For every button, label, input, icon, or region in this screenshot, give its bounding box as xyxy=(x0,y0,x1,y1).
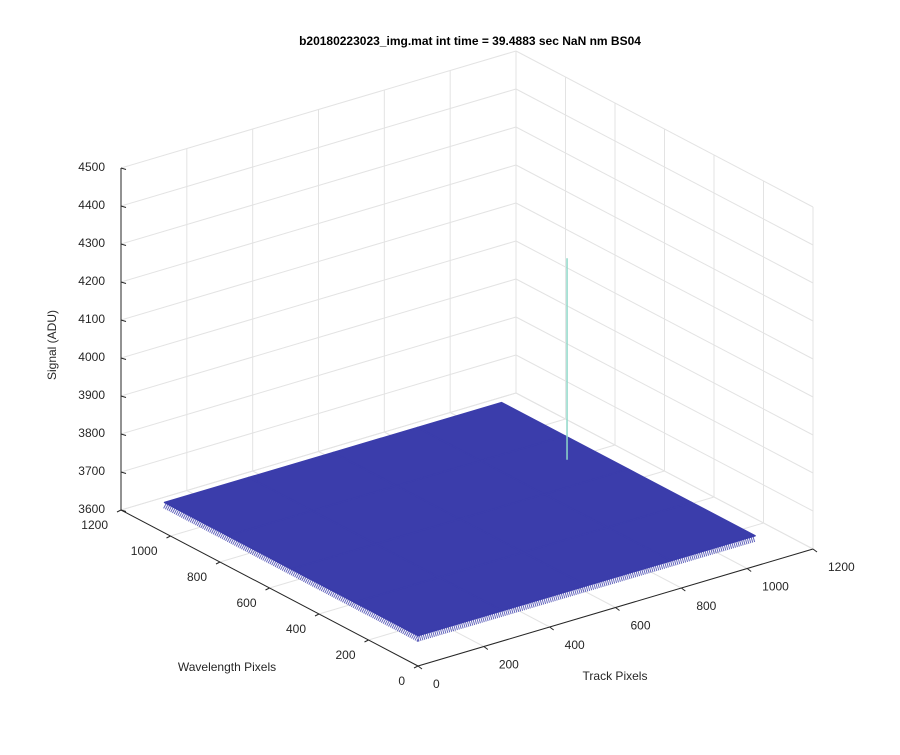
grid-line xyxy=(120,316,517,435)
z-tick-label: 4000 xyxy=(78,350,105,364)
x-tick-label: 400 xyxy=(565,638,585,652)
grid-line xyxy=(120,202,517,321)
grid-line xyxy=(120,354,517,473)
y-tick xyxy=(215,561,221,565)
z-tick xyxy=(120,167,127,170)
axes: 0 200 400 600 800 1000 1200 0 200 400 600 800 1000 12… xyxy=(78,160,855,691)
y-tick xyxy=(166,535,171,539)
grid-line xyxy=(120,392,517,511)
x-tick xyxy=(746,568,752,572)
y-tick-label: 0 xyxy=(398,674,405,688)
x-tick-label: 800 xyxy=(696,599,716,613)
z-tick xyxy=(120,471,127,474)
z-tick-label: 4400 xyxy=(78,198,105,212)
z-tick xyxy=(120,433,127,436)
x-axis xyxy=(417,548,814,667)
x-tick xyxy=(549,626,554,631)
z-tick xyxy=(120,319,127,322)
z-tick-label: 3600 xyxy=(78,502,105,516)
chart-title: b20180223023_img.mat int time = 39.4883 … xyxy=(299,34,641,48)
x-tick xyxy=(812,548,818,553)
x-tick-label: 600 xyxy=(631,619,651,633)
grid-line xyxy=(515,392,814,550)
y-tick-label: 800 xyxy=(187,570,207,584)
x-tick xyxy=(417,665,423,670)
y-tick-label: 200 xyxy=(335,648,355,662)
y-tick-label: 1200 xyxy=(81,518,108,532)
y-axis xyxy=(120,509,419,667)
y-tick xyxy=(116,509,122,513)
y-tick-label: 600 xyxy=(236,596,256,610)
grid-line xyxy=(515,316,814,474)
z-tick-label: 4300 xyxy=(78,236,105,250)
grid-line xyxy=(120,126,517,245)
z-tick-label: 4100 xyxy=(78,312,105,326)
y-tick xyxy=(364,639,369,643)
z-tick-label: 3900 xyxy=(78,388,105,402)
grid-line xyxy=(515,240,814,398)
y-tick-label: 1000 xyxy=(131,544,158,558)
x-tick-label: 200 xyxy=(499,658,519,672)
grid-line xyxy=(120,88,517,207)
grid-line xyxy=(515,50,814,208)
z-tick-label: 3700 xyxy=(78,464,105,478)
z-tick-label: 4200 xyxy=(78,274,105,288)
z-tick xyxy=(120,281,127,284)
z-axis-label: Signal (ADU) xyxy=(45,310,59,380)
x-tick xyxy=(615,607,620,611)
x-tick xyxy=(483,646,489,650)
x-tick-label: 0 xyxy=(433,677,440,691)
x-tick-label: 1000 xyxy=(762,580,789,594)
y-tick xyxy=(413,665,419,669)
grid-line xyxy=(515,164,814,322)
surface xyxy=(163,258,756,642)
z-tick xyxy=(120,243,127,246)
y-tick xyxy=(314,613,320,617)
z-tick xyxy=(120,395,127,398)
grid-line xyxy=(515,354,814,512)
x-axis-label: Track Pixels xyxy=(583,669,648,683)
y-tick-label: 400 xyxy=(286,622,306,636)
grid-line xyxy=(515,88,814,246)
z-tick-label: 3800 xyxy=(78,426,105,440)
x-tick xyxy=(681,587,686,592)
grid-line xyxy=(515,278,814,436)
grid-line xyxy=(120,50,517,169)
z-tick-label: 4500 xyxy=(78,160,105,174)
surface-edge xyxy=(163,502,756,642)
grid-line xyxy=(515,202,814,360)
grid-line xyxy=(120,164,517,283)
grid-line xyxy=(515,126,814,284)
y-axis-label: Wavelength Pixels xyxy=(178,660,276,674)
grid-line xyxy=(120,278,517,397)
y-tick xyxy=(265,587,270,591)
x-tick-label: 1200 xyxy=(828,560,855,574)
grid-line xyxy=(120,240,517,359)
surface-cell xyxy=(353,576,504,637)
z-tick xyxy=(120,357,127,360)
z-tick xyxy=(120,205,127,208)
